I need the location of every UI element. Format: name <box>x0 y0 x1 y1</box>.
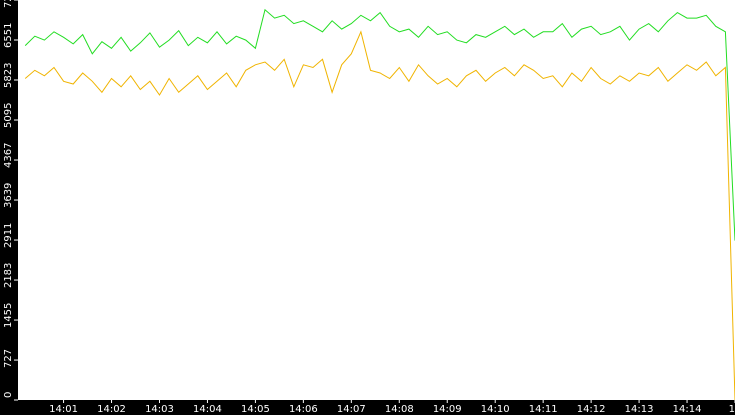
x-tick-label: 14:02 <box>97 404 126 415</box>
y-tick-label: 2183 <box>3 263 14 288</box>
x-tick-label: 14:01 <box>49 404 78 415</box>
x-tick-label: 14:14 <box>673 404 702 415</box>
x-tick-label: 14:03 <box>145 404 174 415</box>
y-tick-label: 0 <box>3 392 14 398</box>
y-tick-label: 5823 <box>3 63 14 88</box>
x-tick-label: 14 <box>729 404 735 415</box>
x-tick-label: 14:12 <box>577 404 606 415</box>
series-line <box>24 8 735 241</box>
x-tick-label: 14:06 <box>289 404 318 415</box>
y-axis-band <box>0 0 18 415</box>
x-tick-label: 14:09 <box>433 404 462 415</box>
series-line <box>24 30 735 401</box>
y-tick-label: 5095 <box>3 103 14 128</box>
x-tick-label: 14:08 <box>385 404 414 415</box>
y-tick-label: 2911 <box>3 223 14 248</box>
y-tick-label: 727 <box>3 349 14 368</box>
x-tick-label: 14:13 <box>625 404 654 415</box>
y-tick-label: 7279 <box>3 0 14 8</box>
x-tick-label: 14:11 <box>529 404 558 415</box>
x-tick-label: 14:07 <box>337 404 366 415</box>
x-tick-label: 14:10 <box>481 404 510 415</box>
x-axis-band <box>0 400 735 415</box>
x-tick-label: 14:05 <box>241 404 270 415</box>
y-tick-label: 4367 <box>3 143 14 168</box>
y-tick-label: 6551 <box>3 23 14 48</box>
x-tick-label: 14:04 <box>193 404 222 415</box>
y-tick-label: 3639 <box>3 183 14 208</box>
y-tick-label: 1455 <box>3 303 14 328</box>
